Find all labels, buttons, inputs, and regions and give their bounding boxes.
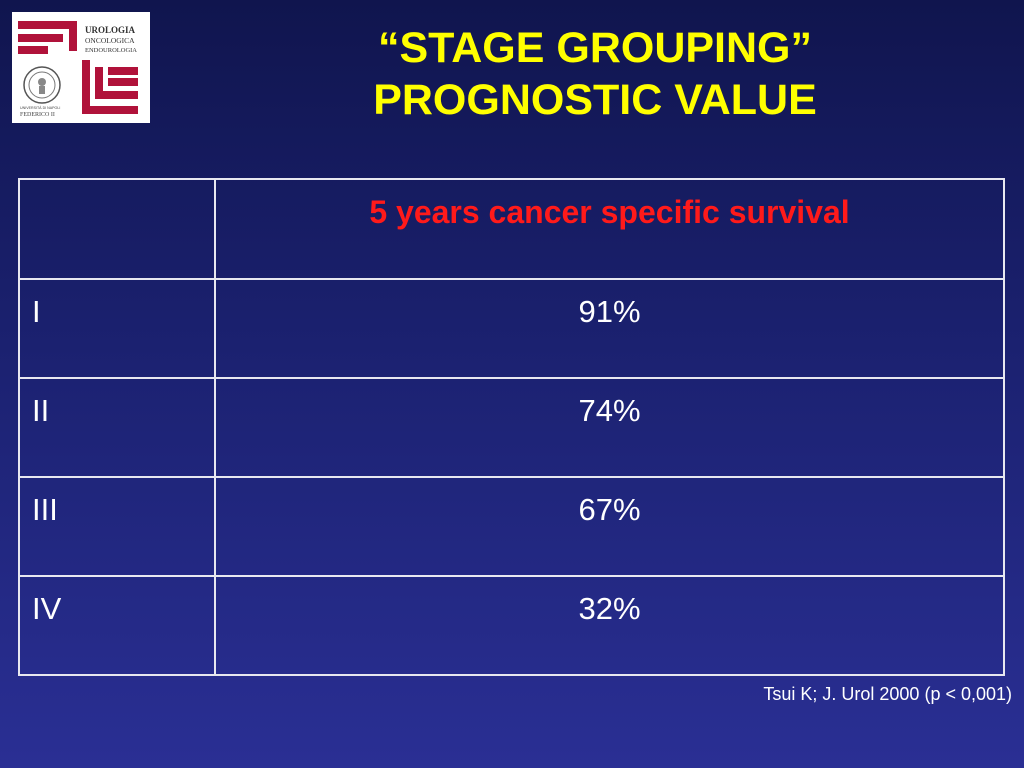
stage-cell: IV [18,575,216,676]
logo-seal-text1: UNIVERSITÀ DI NAPOLI [20,106,60,110]
logo-line3: ENDOUROLOGIA [85,47,137,54]
slide-title: “STAGE GROUPING” PROGNOSTIC VALUE [250,22,940,126]
urologia-oncologica-logo: UROLOGIA ONCOLOGICA ENDOUROLOGIA UNIVERS… [12,12,150,123]
logo-line1: UROLOGIA [85,25,136,35]
survival-value-cell: 67% [214,476,1005,577]
stage-cell: I [18,278,216,379]
stage-cell: III [18,476,216,577]
title-line2: PROGNOSTIC VALUE [373,76,817,124]
table-row: I 91% [18,278,1005,379]
citation: Tsui K; J. Urol 2000 (p < 0,001) [763,684,1012,704]
logo-seal-text2: FEDERICO II [20,112,55,118]
table-header-row: 5 years cancer specific survival [18,178,1005,280]
stage-cell: II [18,377,216,478]
table-row: III 67% [18,476,1005,577]
logo-line2: ONCOLOGICA [85,36,135,45]
title-line1: “STAGE GROUPING” [377,24,812,72]
table-row: IV 32% [18,575,1005,676]
survival-value-cell: 74% [214,377,1005,478]
survival-value-cell: 32% [214,575,1005,676]
header-stage-cell [18,178,216,280]
survival-value-cell: 91% [214,278,1005,379]
table-row: II 74% [18,377,1005,478]
header-survival-cell: 5 years cancer specific survival [214,178,1005,280]
survival-table: 5 years cancer specific survival I 91% I… [18,178,1005,676]
